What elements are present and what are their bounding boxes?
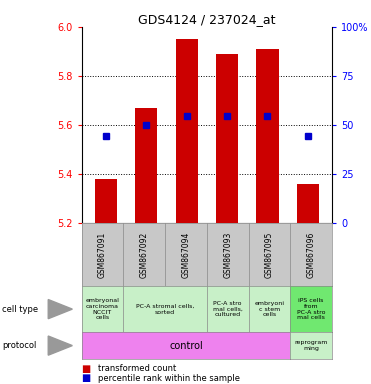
Text: PC-A stro
mal cells,
cultured: PC-A stro mal cells, cultured — [213, 301, 243, 318]
Text: protocol: protocol — [2, 341, 36, 350]
Text: embryoni
c stem
cells: embryoni c stem cells — [255, 301, 285, 318]
Text: PC-A stromal cells,
sorted: PC-A stromal cells, sorted — [136, 304, 194, 314]
Text: iPS cells
from
PC-A stro
mal cells: iPS cells from PC-A stro mal cells — [297, 298, 325, 320]
Text: embryonal
carcinoma
NCCIT
cells: embryonal carcinoma NCCIT cells — [86, 298, 119, 320]
Text: GSM867096: GSM867096 — [307, 231, 316, 278]
Text: GSM867094: GSM867094 — [181, 231, 190, 278]
Text: GSM867093: GSM867093 — [223, 231, 232, 278]
Text: GSM867091: GSM867091 — [98, 231, 107, 278]
Title: GDS4124 / 237024_at: GDS4124 / 237024_at — [138, 13, 276, 26]
Polygon shape — [48, 336, 72, 355]
Polygon shape — [48, 300, 72, 319]
Text: ■: ■ — [82, 364, 91, 374]
Bar — [135, 108, 157, 223]
Bar — [256, 49, 279, 223]
Text: percentile rank within the sample: percentile rank within the sample — [98, 374, 240, 383]
Bar — [216, 54, 238, 223]
Text: ■: ■ — [82, 373, 91, 383]
Text: GSM867092: GSM867092 — [140, 231, 149, 278]
Text: transformed count: transformed count — [98, 364, 177, 373]
Bar — [175, 39, 198, 223]
Text: control: control — [169, 341, 203, 351]
Text: cell type: cell type — [2, 305, 38, 314]
Text: GSM867095: GSM867095 — [265, 231, 274, 278]
Bar — [95, 179, 117, 223]
Bar — [297, 184, 319, 223]
Text: reprogram
ming: reprogram ming — [295, 340, 328, 351]
